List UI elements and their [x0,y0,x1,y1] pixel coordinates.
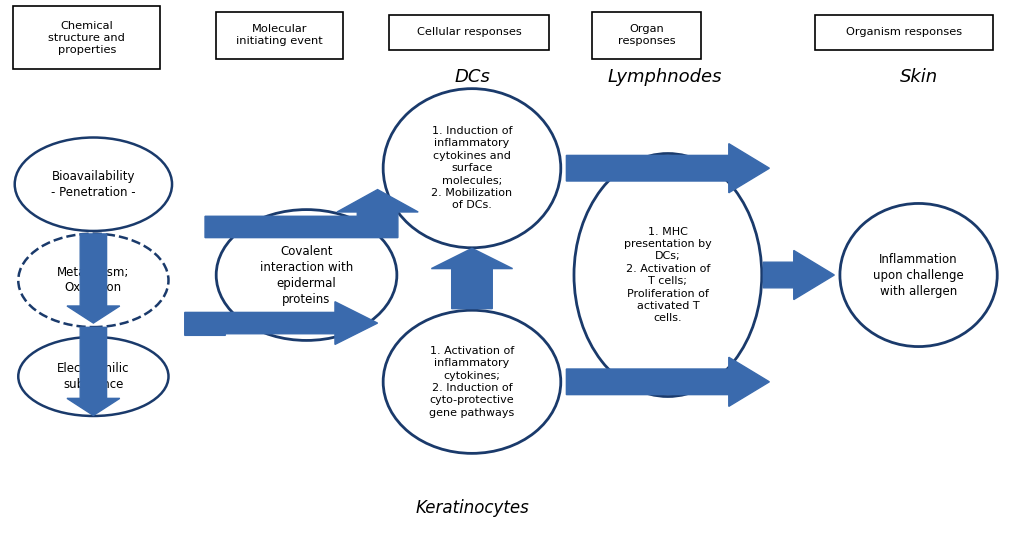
Text: Electrophilic
substance: Electrophilic substance [57,362,130,391]
FancyBboxPatch shape [216,12,343,59]
Ellipse shape [839,203,997,347]
Text: 1. Activation of
inflammatory
cytokines;
2. Induction of
cyto-protective
gene pa: 1. Activation of inflammatory cytokines;… [429,346,515,418]
Text: 1. Induction of
inflammatory
cytokines and
surface
molecules;
2. Mobilization
of: 1. Induction of inflammatory cytokines a… [431,126,513,210]
Ellipse shape [384,89,560,248]
Ellipse shape [14,137,172,231]
Ellipse shape [18,234,168,327]
Polygon shape [67,327,120,415]
FancyBboxPatch shape [592,12,701,59]
Ellipse shape [18,337,168,416]
Ellipse shape [573,154,761,396]
Polygon shape [67,234,120,323]
FancyBboxPatch shape [815,15,993,50]
Text: Organ
responses: Organ responses [618,25,675,46]
Text: Lymphnodes: Lymphnodes [608,68,722,87]
Text: Covalent
interaction with
epidermal
proteins: Covalent interaction with epidermal prot… [260,245,353,305]
Text: Molecular
initiating event: Molecular initiating event [236,25,323,46]
Text: Chemical
structure and
properties: Chemical structure and properties [49,21,125,54]
Text: 1. MHC
presentation by
DCs;
2. Activation of
T cells;
Proliferation of
activated: 1. MHC presentation by DCs; 2. Activatio… [624,226,712,324]
Ellipse shape [384,310,560,453]
Text: Organism responses: Organism responses [845,27,962,37]
Polygon shape [566,357,769,406]
FancyBboxPatch shape [389,15,549,50]
Polygon shape [185,302,378,344]
FancyBboxPatch shape [13,6,160,69]
Text: Inflammation
upon challenge
with allergen: Inflammation upon challenge with allerge… [873,253,964,297]
Text: DCs: DCs [454,68,490,87]
Text: Skin: Skin [899,68,938,87]
Polygon shape [763,250,834,300]
Text: Metabolism;
Oxidation: Metabolism; Oxidation [57,266,130,294]
Text: Bioavailability
- Penetration -: Bioavailability - Penetration - [51,170,136,199]
Text: Keratinocytes: Keratinocytes [415,499,529,517]
Polygon shape [566,144,769,193]
Polygon shape [205,190,418,238]
Text: Cellular responses: Cellular responses [416,27,522,37]
Ellipse shape [216,210,397,341]
Polygon shape [431,248,513,309]
